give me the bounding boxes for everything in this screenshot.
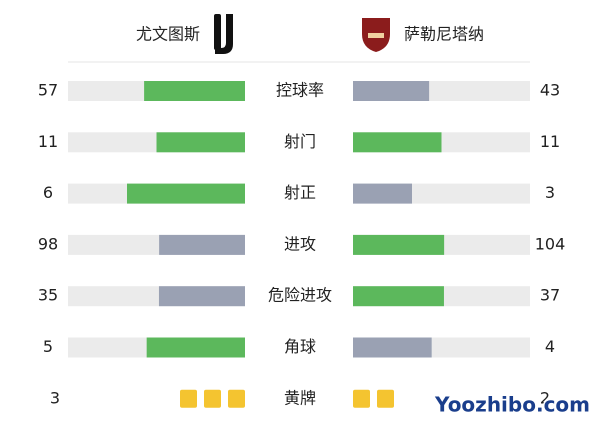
away-card [377, 389, 394, 408]
away-bar [353, 183, 412, 204]
away-bar [353, 234, 445, 255]
away-value: 43 [540, 81, 560, 100]
home-value: 3 [50, 388, 60, 407]
away-value: 11 [540, 132, 560, 151]
away-bar [353, 337, 432, 358]
home-card [228, 389, 245, 408]
home-logo [214, 14, 233, 54]
away-value: 37 [540, 286, 560, 305]
home-value: 98 [38, 234, 58, 253]
home-value: 11 [38, 132, 58, 151]
home-bar [158, 286, 245, 307]
away-value: 104 [535, 234, 566, 253]
stat-label: 射门 [284, 132, 316, 151]
stat-label: 黄牌 [284, 388, 316, 407]
away-logo [362, 18, 390, 52]
stat-label: 进攻 [284, 234, 316, 253]
stat-label: 射正 [284, 183, 316, 202]
away-team: 萨勒尼塔纳 [404, 25, 484, 44]
home-bar [159, 234, 245, 255]
away-value: 4 [545, 337, 555, 356]
home-card [204, 389, 221, 408]
stat-label: 角球 [284, 337, 316, 356]
home-bar [127, 183, 245, 204]
home-value: 5 [43, 337, 53, 356]
stat-label: 控球率 [276, 81, 324, 100]
home-bar [144, 81, 245, 101]
away-card [353, 389, 370, 408]
away-value: 2 [540, 388, 550, 407]
home-value: 35 [38, 286, 58, 305]
away-bar [353, 132, 442, 153]
away-bar [353, 81, 430, 101]
home-card [180, 389, 197, 408]
home-bar [146, 337, 245, 358]
home-value: 6 [43, 183, 53, 202]
home-value: 57 [38, 81, 58, 100]
watermark: Yoozhibo.com [434, 393, 590, 417]
home-bar [156, 132, 245, 153]
away-bar [353, 286, 444, 307]
away-value: 3 [545, 183, 555, 202]
home-team: 尤文图斯 [136, 25, 200, 44]
stat-label: 危险进攻 [268, 286, 332, 305]
